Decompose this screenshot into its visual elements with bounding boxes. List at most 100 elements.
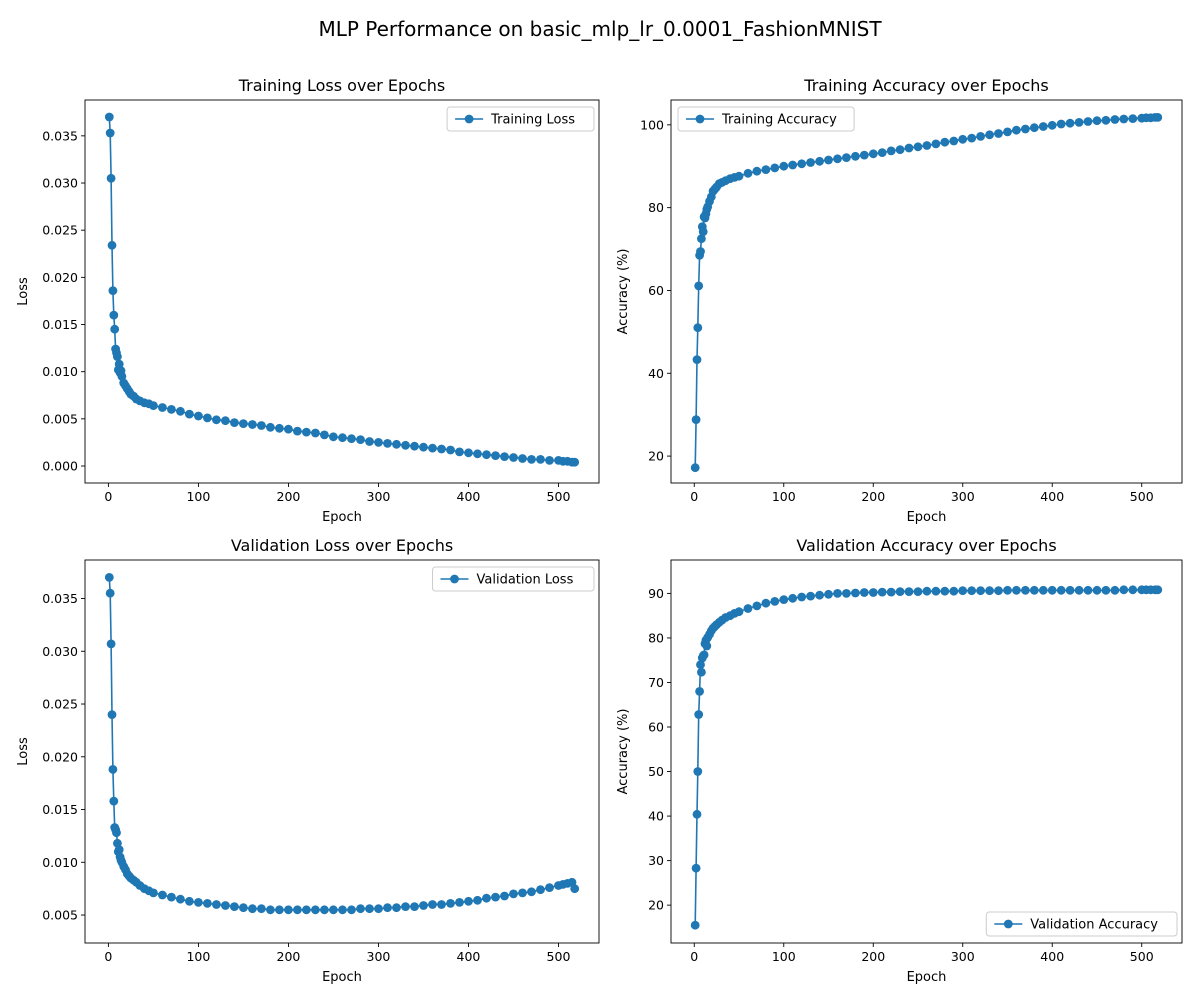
data-point — [284, 905, 293, 915]
data-point — [868, 588, 878, 597]
x-axis-label: Epoch — [907, 970, 947, 985]
data-point — [770, 163, 780, 173]
x-tick-label: 0 — [104, 949, 112, 964]
data-point — [695, 687, 704, 696]
data-point — [994, 586, 1003, 596]
data-point — [1074, 118, 1084, 127]
data-point — [692, 355, 702, 364]
x-tick-label: 100 — [772, 489, 796, 504]
data-point — [877, 148, 887, 158]
data-point — [743, 604, 753, 613]
data-point — [176, 894, 185, 904]
data-point — [824, 155, 833, 165]
data-point — [1092, 585, 1102, 595]
data-point — [570, 884, 580, 894]
data-point — [976, 132, 985, 141]
data-point — [1119, 585, 1129, 595]
data-point — [940, 586, 950, 596]
data-point — [158, 403, 167, 412]
data-point — [940, 137, 950, 147]
data-point — [1038, 122, 1048, 131]
data-point — [1101, 585, 1111, 595]
data-point — [702, 641, 712, 651]
data-point — [694, 281, 704, 291]
data-point — [1047, 120, 1057, 130]
data-point — [185, 896, 194, 906]
x-tick-label: 100 — [186, 949, 210, 964]
data-point — [203, 413, 212, 423]
axes-frame — [84, 99, 600, 484]
data-point — [428, 443, 437, 453]
legend-label: Validation Loss — [477, 573, 574, 588]
data-point — [815, 590, 824, 600]
data-point — [851, 588, 860, 598]
data-point — [527, 887, 536, 897]
data-point — [248, 904, 257, 914]
data-point — [149, 401, 158, 410]
data-point — [302, 905, 311, 915]
y-tick-label: 0.015 — [42, 317, 78, 332]
data-point — [248, 420, 257, 429]
data-point — [320, 905, 329, 915]
data-point — [437, 444, 446, 454]
data-point — [383, 903, 392, 913]
x-tick-label: 100 — [186, 489, 210, 504]
data-point — [1012, 585, 1021, 595]
y-axis-label: Loss — [16, 737, 31, 766]
data-point — [545, 456, 554, 465]
data-point — [1029, 123, 1039, 133]
data-point — [779, 595, 789, 604]
data-point — [275, 905, 284, 915]
data-point — [365, 437, 374, 446]
legend-marker — [695, 114, 705, 124]
subplot-4: Validation Accuracy over Epochs 0 100 200 30… — [616, 536, 1183, 985]
y-tick-label: 80 — [648, 630, 664, 645]
data-point — [401, 902, 410, 911]
data-point — [410, 902, 419, 911]
legend-label: Validation Accuracy — [1030, 918, 1158, 933]
data-point — [365, 904, 374, 914]
data-point — [536, 455, 545, 464]
data-point — [698, 227, 708, 237]
data-point — [967, 133, 977, 143]
data-point — [1056, 585, 1066, 595]
data-point — [194, 411, 203, 421]
data-point — [1021, 585, 1030, 595]
data-point — [691, 863, 701, 873]
legend-marker — [464, 114, 474, 124]
data-point — [1128, 585, 1138, 595]
axes-frame — [84, 559, 600, 944]
data-point — [886, 146, 896, 156]
data-point — [437, 900, 446, 909]
subplot-title: Training Accuracy over Epochs — [803, 76, 1048, 95]
data-point — [752, 166, 762, 176]
data-point — [692, 809, 702, 819]
x-tick-label: 200 — [861, 949, 885, 964]
x-tick-label: 400 — [457, 949, 481, 964]
data-point — [1047, 585, 1057, 595]
data-point — [868, 149, 878, 159]
figure-title: MLP Performance on basic_mlp_lr_0.0001_F… — [318, 17, 882, 41]
data-point — [770, 597, 780, 606]
data-point — [113, 352, 122, 361]
x-tick-label: 200 — [277, 489, 301, 504]
y-tick-label: 0.030 — [42, 176, 78, 191]
data-point — [788, 593, 798, 603]
data-point — [106, 639, 116, 649]
data-point — [824, 589, 833, 599]
y-tick-label: 80 — [648, 200, 664, 215]
data-point — [833, 589, 842, 598]
data-point — [482, 893, 491, 903]
data-point — [491, 451, 500, 460]
data-point — [320, 430, 329, 440]
data-point — [976, 586, 985, 596]
data-point — [109, 310, 119, 320]
data-point — [1110, 585, 1120, 595]
y-tick-label: 0.010 — [42, 364, 78, 379]
data-point — [958, 134, 968, 144]
y-tick-label: 60 — [648, 283, 664, 298]
data-point — [105, 588, 115, 598]
y-tick-label: 20 — [648, 449, 664, 464]
y-tick-label: 30 — [648, 853, 664, 868]
data-point — [108, 286, 118, 295]
